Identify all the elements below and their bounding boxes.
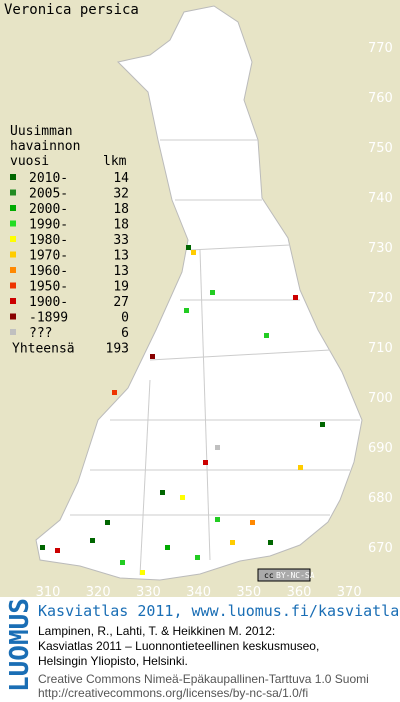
footer-license: http://creativecommons.org/licenses/by-n…	[38, 686, 308, 700]
y-label: 680	[368, 491, 393, 506]
legend-count: 19	[113, 280, 129, 295]
legend-count-header: lkm	[103, 154, 127, 169]
legend-total-label: Yhteensä	[12, 342, 75, 357]
legend-label: ???	[29, 326, 52, 341]
country-outline	[35, 5, 363, 581]
legend-swatch	[10, 251, 16, 258]
y-label: 750	[368, 141, 393, 156]
map-title: Veronica persica	[4, 2, 139, 18]
x-label: 340	[186, 585, 211, 600]
legend-label: 2005-	[29, 187, 68, 202]
y-label: 720	[368, 291, 393, 306]
y-label: 730	[368, 241, 393, 256]
y-label: 760	[368, 91, 393, 106]
legend-heading: Uusimman	[10, 124, 73, 139]
occurrence-squares	[40, 245, 325, 575]
footer-license: Creative Commons Nimeä-Epäkaupallinen-Ta…	[38, 672, 369, 686]
legend-count: 6	[121, 326, 129, 341]
legend-label: -1899	[29, 311, 68, 326]
legend-swatch	[10, 267, 16, 273]
footer-heading: Kasviatlas 2011, www.luomus.fi/kasviatla…	[38, 602, 400, 620]
legend-swatch	[10, 298, 16, 304]
badge-cc: cc	[264, 571, 274, 580]
y-label: 700	[368, 391, 393, 406]
legend-label: 1990-	[29, 218, 68, 233]
legend-heading: havainnon	[10, 139, 80, 154]
footer-citation: Helsingin Yliopisto, Helsinki.	[38, 654, 188, 668]
legend-count: 27	[113, 295, 129, 310]
luomus-logo: LUOMUS	[5, 598, 35, 692]
x-label: 320	[86, 585, 111, 600]
y-label: 740	[368, 191, 393, 206]
legend-heading: vuosi	[10, 154, 49, 169]
legend-swatch	[10, 236, 16, 242]
footer-citation: Lampinen, R., Lahti, T. & Heikkinen M. 2…	[38, 624, 275, 638]
legend-label: 1980-	[29, 233, 68, 248]
y-labels: 770 760 750 740 730 720 710 700 690 680 670	[368, 41, 393, 556]
x-label: 310	[36, 585, 61, 600]
x-label: 360	[287, 585, 312, 600]
legend-label: 1900-	[29, 295, 68, 310]
legend-count: 18	[113, 202, 129, 217]
legend-swatch	[10, 174, 16, 180]
y-label: 770	[368, 41, 393, 56]
legend-count: 13	[113, 249, 129, 264]
footer-background	[0, 597, 400, 702]
x-label: 370	[337, 585, 362, 600]
license-badge: cc BY-NC-SA	[257, 568, 315, 582]
footer-citation: Kasviatlas 2011 – Luonnontieteellinen ke…	[38, 639, 319, 653]
legend-label: 1960-	[29, 264, 68, 279]
y-label: 690	[368, 441, 393, 456]
x-label: 330	[136, 585, 161, 600]
legend-count: 33	[113, 233, 129, 248]
x-label: 350	[236, 585, 261, 600]
y-label: 670	[368, 541, 393, 556]
legend-swatch	[10, 220, 16, 227]
legend-label: 2000-	[29, 202, 68, 217]
region-borders	[70, 139, 360, 576]
badge-text: BY-NC-SA	[276, 571, 315, 580]
legend-swatch	[10, 205, 16, 211]
legend-swatch	[10, 329, 16, 335]
legend-swatch	[10, 189, 16, 196]
legend-swatch	[10, 282, 16, 289]
legend-count: 32	[113, 187, 129, 202]
legend-count: 13	[113, 264, 129, 279]
legend-count: 18	[113, 218, 129, 233]
legend-label: 1970-	[29, 249, 68, 264]
legend-count: 14	[113, 171, 129, 186]
legend-label: 1950-	[29, 280, 68, 295]
legend-swatch	[10, 313, 16, 320]
x-labels: 310 320 330 340 350 360 370	[36, 585, 362, 600]
legend-count: 0	[121, 311, 129, 326]
y-label: 710	[368, 341, 393, 356]
legend-total: 193	[106, 342, 129, 357]
legend-label: 2010-	[29, 171, 68, 186]
